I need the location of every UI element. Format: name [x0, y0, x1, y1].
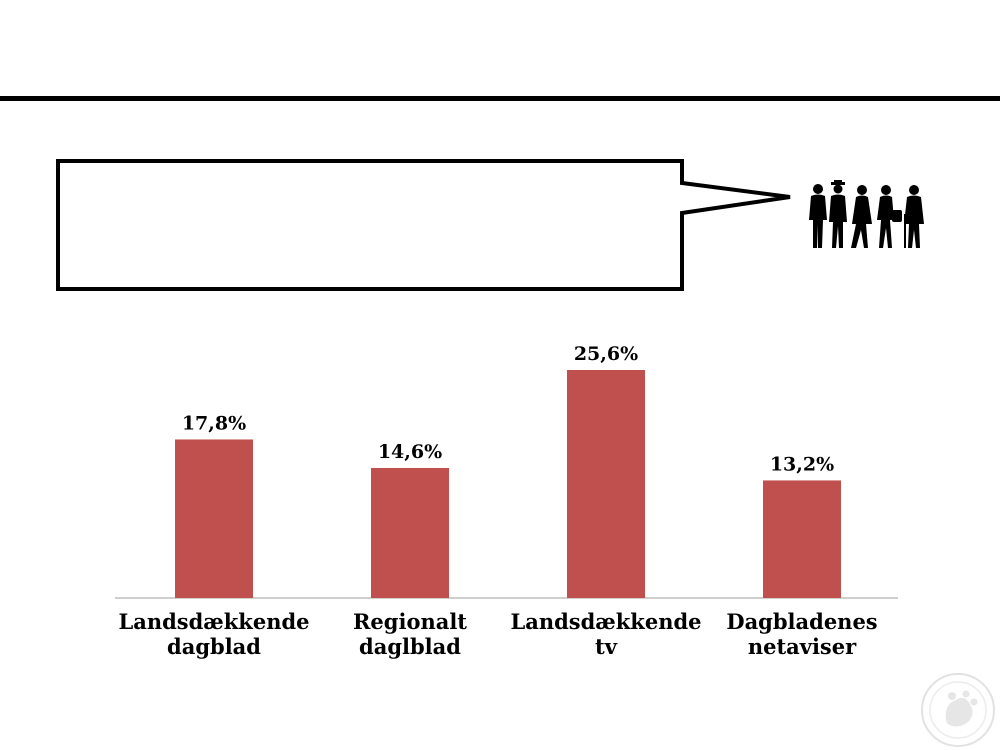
category-label-2-line-1: Regionalt [353, 609, 467, 634]
bar-4 [763, 480, 841, 598]
bar-1 [175, 439, 253, 598]
category-label-3-line-2: tv [595, 634, 618, 659]
category-label-4-line-1: Dagbladenes [726, 609, 877, 634]
university-seal-icon [921, 673, 995, 747]
title-divider [0, 96, 1000, 101]
bar-2 [371, 467, 449, 598]
value-label-4: 13,2% [770, 453, 834, 475]
category-label-3-line-1: Landsdækkende [510, 609, 701, 634]
category-label-1-line-2: dagblad [167, 634, 261, 659]
bar-chart: 17,8%14,6%25,6%13,2% Landsdækkendedagbla… [115, 343, 898, 659]
category-label-1-line-1: Landsdækkende [118, 609, 309, 634]
value-label-3: 25,6% [574, 343, 638, 365]
value-label-2: 14,6% [378, 441, 442, 463]
value-label-1: 17,8% [182, 412, 246, 434]
speech-bubble [56, 159, 791, 291]
people-silhouette-icon [809, 180, 924, 248]
category-label-4-line-2: netaviser [748, 634, 857, 659]
bar-3 [567, 370, 645, 598]
category-label-2-line-2: daglblad [359, 634, 461, 659]
